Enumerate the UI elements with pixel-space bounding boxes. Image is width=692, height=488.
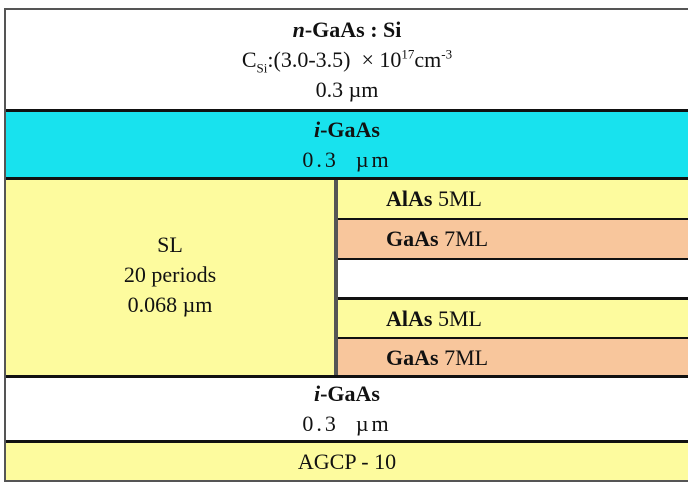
sl-cell-ellipsis — [338, 260, 688, 298]
divider — [338, 337, 688, 339]
divider — [6, 109, 688, 112]
layer-name: n-GaAs : Si — [292, 17, 402, 42]
divider — [6, 375, 688, 378]
superlattice-summary: SL 20 periods 0.068 µm — [6, 180, 334, 376]
n-gaas-si-layer: n-GaAs : Si CSi:(3.0-3.5) × 1017cm-3 0.3… — [6, 10, 688, 110]
layer-thickness: 0.3 µm — [302, 147, 392, 172]
layer-thickness: 0.3 µm — [315, 77, 379, 102]
i-gaas-buffer-layer: i-GaAs 0.3 µm — [6, 378, 688, 440]
divider — [338, 218, 688, 220]
sl-cell-alas: AlAs 5ML — [338, 300, 688, 338]
divider — [6, 440, 688, 443]
sl-cell-gaas: GaAs 7ML — [338, 339, 688, 376]
divider — [338, 297, 688, 300]
layer-thickness: 0.3 µm — [302, 411, 392, 436]
divider — [334, 180, 338, 376]
sl-cell-gaas: GaAs 7ML — [338, 220, 688, 258]
divider — [6, 177, 688, 180]
sl-cell-alas: AlAs 5ML — [338, 180, 688, 218]
divider — [338, 258, 688, 260]
layer-name: i-GaAs — [313, 381, 380, 406]
i-gaas-cap-layer: i-GaAs 0.3 µm — [6, 112, 688, 178]
layer-name: i-GaAs — [313, 117, 380, 142]
doping-concentration: CSi:(3.0-3.5) × 1017cm-3 — [241, 46, 453, 76]
substrate-layer: AGCP - 10 — [6, 443, 688, 480]
